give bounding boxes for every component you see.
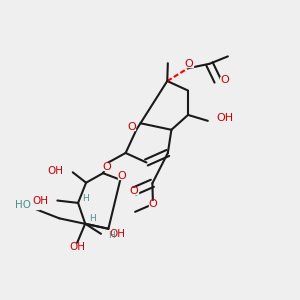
Bar xyxy=(185,61,193,67)
Text: OH: OH xyxy=(216,113,233,123)
Text: H: H xyxy=(89,214,96,223)
Text: OH: OH xyxy=(69,242,85,253)
Bar xyxy=(220,77,228,84)
Text: O: O xyxy=(127,122,136,132)
Bar xyxy=(24,202,39,208)
Text: O: O xyxy=(103,162,112,172)
Text: O: O xyxy=(148,199,157,209)
Bar xyxy=(58,167,70,174)
Text: OH: OH xyxy=(48,166,64,176)
Bar xyxy=(128,124,135,130)
Bar xyxy=(103,164,111,170)
Bar xyxy=(118,173,126,179)
Bar xyxy=(209,115,221,122)
Bar xyxy=(149,201,157,207)
Text: O: O xyxy=(220,76,229,85)
Text: HO: HO xyxy=(15,200,31,210)
Bar xyxy=(103,231,115,238)
Bar xyxy=(43,197,55,204)
Text: H: H xyxy=(82,194,89,203)
Text: O: O xyxy=(118,171,126,181)
Bar xyxy=(130,188,138,194)
Text: OH: OH xyxy=(32,196,48,206)
Text: O: O xyxy=(130,186,138,196)
Text: O: O xyxy=(184,58,193,68)
Text: OH: OH xyxy=(110,230,126,239)
Text: H: H xyxy=(108,231,115,240)
Bar xyxy=(73,244,81,250)
